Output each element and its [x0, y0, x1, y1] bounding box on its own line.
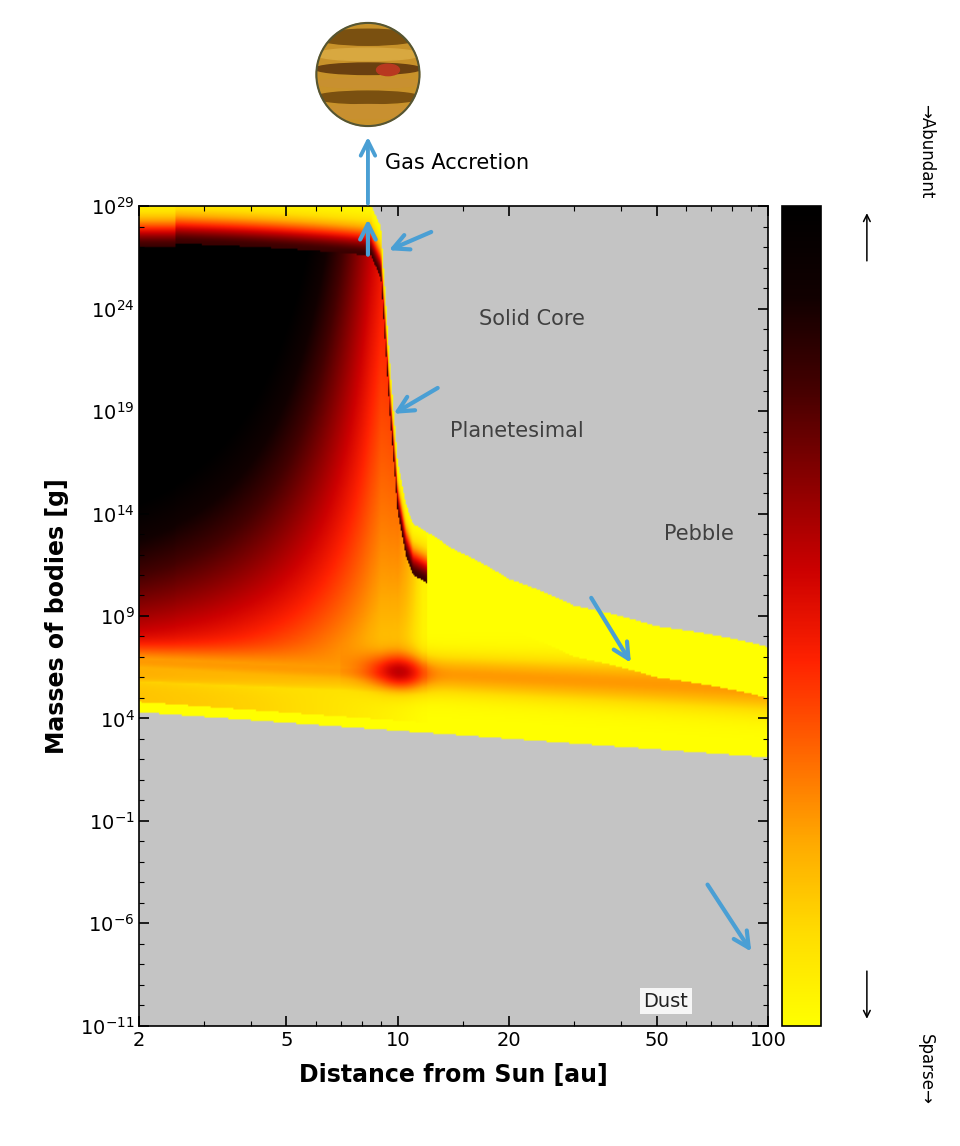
- Y-axis label: Masses of bodies [g]: Masses of bodies [g]: [45, 478, 69, 754]
- Text: Sparse→: Sparse→: [917, 1034, 935, 1105]
- Text: →Abundant: →Abundant: [917, 103, 935, 198]
- X-axis label: Distance from Sun [au]: Distance from Sun [au]: [300, 1063, 608, 1088]
- Ellipse shape: [315, 78, 420, 88]
- Text: Pebble: Pebble: [663, 524, 733, 544]
- Ellipse shape: [376, 64, 399, 76]
- Ellipse shape: [315, 30, 420, 45]
- Text: Solid Core: Solid Core: [479, 308, 585, 329]
- Text: Planetesimal: Planetesimal: [450, 422, 584, 441]
- Ellipse shape: [315, 104, 420, 119]
- Ellipse shape: [315, 63, 420, 74]
- Ellipse shape: [317, 23, 420, 126]
- Ellipse shape: [315, 48, 420, 61]
- Text: Dust: Dust: [643, 991, 688, 1011]
- Text: Gas Accretion: Gas Accretion: [385, 152, 529, 173]
- Ellipse shape: [315, 92, 420, 103]
